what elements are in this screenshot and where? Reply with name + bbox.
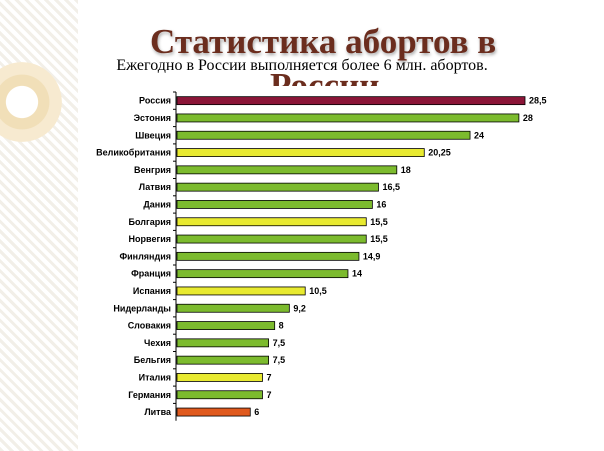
category-label: Испания	[133, 286, 171, 296]
bar	[176, 390, 263, 400]
category-label: Великобритания	[96, 148, 171, 158]
bar	[176, 200, 373, 209]
bar	[176, 269, 349, 279]
decorative-ring-icon	[0, 62, 62, 142]
bar	[176, 286, 306, 296]
category-label: Дания	[143, 199, 171, 209]
bar	[176, 338, 269, 348]
data-label: 7	[266, 372, 271, 382]
category-label: Бельгия	[134, 355, 171, 365]
bar	[176, 373, 263, 382]
bar	[176, 303, 290, 313]
data-label: 7	[266, 390, 271, 400]
data-label: 6	[254, 407, 259, 417]
bar	[176, 130, 471, 140]
bar	[176, 251, 360, 261]
category-label: Италия	[139, 372, 171, 382]
bar	[176, 165, 398, 175]
bar	[176, 96, 526, 106]
data-label: 7,5	[273, 355, 286, 365]
data-label: 20,25	[428, 148, 451, 158]
category-label: Финляндия	[119, 251, 171, 261]
category-label: Франция	[131, 269, 171, 279]
category-label: Венгрия	[134, 165, 171, 175]
category-label: Россия	[139, 96, 171, 106]
data-label: 9,2	[293, 303, 306, 313]
data-label: 24	[474, 130, 484, 140]
bar	[176, 407, 251, 417]
data-label: 7,5	[273, 338, 286, 348]
bar	[176, 321, 276, 330]
category-label: Словакия	[128, 321, 171, 331]
data-label: 16	[376, 199, 386, 209]
bar	[176, 182, 379, 192]
bar	[176, 355, 269, 365]
data-label: 10,5	[309, 286, 327, 296]
category-label: Болгария	[129, 217, 172, 227]
data-label: 14	[352, 269, 362, 279]
data-label: 8	[279, 321, 284, 331]
page-title-line2: России	[270, 72, 410, 86]
data-label: 15,5	[370, 234, 388, 244]
category-label: Литва	[144, 407, 172, 417]
data-label: 28,5	[529, 96, 547, 106]
bar	[176, 234, 367, 244]
category-label: Латвия	[139, 182, 171, 192]
page-title: Статистика абортов в	[150, 22, 497, 61]
data-label: 15,5	[370, 217, 388, 227]
category-label: Чехия	[144, 338, 171, 348]
data-label: 18	[401, 165, 411, 175]
bar	[176, 148, 425, 157]
data-label: 16,5	[382, 182, 400, 192]
bar	[176, 217, 367, 227]
data-label: 28	[523, 113, 533, 123]
category-label: Норвегия	[129, 234, 171, 244]
category-label: Эстония	[134, 113, 171, 123]
bar	[176, 113, 520, 123]
category-label: Швеция	[135, 130, 171, 140]
category-label: Германия	[128, 390, 171, 400]
data-label: 14,9	[363, 251, 381, 261]
category-label: Нидерланды	[113, 303, 171, 313]
page-subtitle: Ежегодно в России выполняется более 6 мл…	[116, 57, 488, 74]
